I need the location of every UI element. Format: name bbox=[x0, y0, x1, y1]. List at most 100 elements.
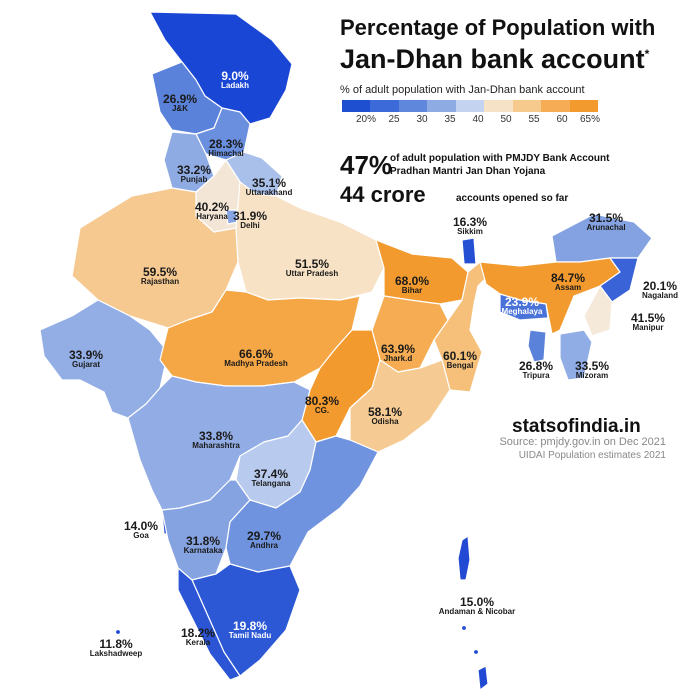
region-label: 26.9% J&K bbox=[163, 93, 197, 113]
region-meghalaya[interactable] bbox=[499, 293, 549, 321]
region-label: 33.8% Maharashtra bbox=[192, 430, 240, 450]
region-name: Meghalaya bbox=[501, 307, 543, 316]
region-label: 58.1% Odisha bbox=[368, 406, 402, 426]
region-value: 33.9% bbox=[68, 348, 104, 362]
region-name: Uttar Pradesh bbox=[285, 269, 339, 278]
region-label: 51.5% Uttar Pradesh bbox=[286, 258, 338, 278]
region-name: Bengal bbox=[446, 361, 474, 370]
region-tripura[interactable] bbox=[527, 329, 547, 363]
region-value: 19.8% bbox=[232, 619, 268, 633]
region-label: 26.8% Tripura bbox=[519, 360, 553, 380]
legend-swatch bbox=[512, 100, 542, 112]
region-label: 37.4% Telangana bbox=[252, 468, 291, 488]
region-andaman-nicobar[interactable] bbox=[457, 535, 489, 691]
legend-swatch bbox=[398, 100, 428, 112]
legend-swatch bbox=[484, 100, 513, 112]
region-value: 59.5% bbox=[142, 265, 178, 279]
region-label: 33.2% Punjab bbox=[177, 164, 211, 184]
region-name: Karnataka bbox=[183, 546, 223, 555]
region-label: 80.3% CG. bbox=[305, 395, 339, 415]
region-name: Goa bbox=[133, 531, 149, 540]
legend-tick-label: 50 bbox=[500, 114, 512, 125]
source-line1: Source: pmjdy.gov.in on Dec 2021 bbox=[499, 436, 666, 448]
source-line2: UIDAI Population estimates 2021 bbox=[518, 450, 666, 461]
region-kerala[interactable] bbox=[177, 567, 241, 681]
region-label: 63.9% Jhark.d bbox=[381, 343, 415, 363]
region-name: Assam bbox=[554, 283, 582, 292]
region-andhra[interactable] bbox=[225, 435, 379, 573]
region-name: Telangana bbox=[251, 479, 291, 488]
region-name: Kerala bbox=[185, 638, 211, 647]
region-himachal[interactable] bbox=[195, 107, 251, 161]
region-label: 15.0% Andaman & Nicobar bbox=[439, 596, 515, 616]
region-name: Andhra bbox=[250, 541, 278, 550]
legend-tick-label: 25 bbox=[388, 114, 400, 125]
region-mizoram[interactable] bbox=[559, 329, 593, 381]
legend-caption: % of adult population with Jan-Dhan bank… bbox=[340, 84, 585, 96]
region-label: 19.8% Tamil Nadu bbox=[229, 620, 272, 640]
region-name: Haryana bbox=[196, 212, 228, 221]
title-line2: Jan-Dhan bank account* bbox=[340, 44, 650, 74]
region-value: 18.2% bbox=[180, 626, 216, 640]
region-name: Andaman & Nicobar bbox=[438, 607, 516, 616]
region-label: 59.5% Rajasthan bbox=[141, 266, 179, 286]
stat-accounts-text: accounts opened so far bbox=[456, 193, 569, 204]
region-label: 41.5% Manipur bbox=[631, 312, 665, 332]
region-value: 31.8% bbox=[185, 534, 221, 548]
region-name: Odisha bbox=[371, 417, 399, 426]
stat-percentage-line1: of adult population with PMJDY Bank Acco… bbox=[390, 153, 610, 164]
region-name: Tamil Nadu bbox=[228, 631, 272, 640]
region-label: 40.2% Haryana bbox=[195, 201, 229, 221]
region-value: 31.9% bbox=[232, 209, 268, 223]
legend-color-scale bbox=[342, 100, 598, 112]
title-line1: Percentage of Population with bbox=[340, 15, 656, 40]
region-value: 33.5% bbox=[574, 359, 610, 373]
region-label: 29.7% Andhra bbox=[247, 530, 281, 550]
region-label: 28.3% Himachal bbox=[208, 138, 244, 158]
region-bihar[interactable] bbox=[375, 239, 469, 305]
region-label: 35.1% Uttarakhand bbox=[246, 177, 293, 197]
legend-swatch bbox=[342, 100, 371, 112]
region-sikkim[interactable] bbox=[461, 237, 477, 265]
legend-swatch bbox=[370, 100, 399, 112]
region-value: 26.9% bbox=[162, 92, 198, 106]
region-label: 9.0% Ladakh bbox=[221, 70, 249, 90]
region-value: 23.9% bbox=[504, 295, 540, 309]
region-value: 20.1% bbox=[642, 279, 678, 293]
stat-percentage-line2: Pradhan Mantri Jan Dhan Yojana bbox=[390, 166, 546, 177]
region-name: Arunachal bbox=[586, 223, 626, 232]
region-name: Delhi bbox=[240, 221, 260, 230]
legend-tick-label: 35 bbox=[444, 114, 456, 125]
region-name: Manipur bbox=[632, 323, 664, 332]
region-chhattisgarh[interactable] bbox=[301, 329, 381, 443]
title-asterisk: * bbox=[644, 47, 650, 61]
legend-tick-label: 30 bbox=[416, 114, 428, 125]
region-value: 63.9% bbox=[380, 342, 416, 356]
region-name: Punjab bbox=[180, 175, 208, 184]
region-odisha[interactable] bbox=[349, 359, 451, 453]
region-label: 33.5% Mizoram bbox=[575, 360, 609, 380]
region-value: 60.1% bbox=[442, 349, 478, 363]
region-name: Tripura bbox=[522, 371, 550, 380]
legend-tick-label: 55 bbox=[528, 114, 540, 125]
region-value: 9.0% bbox=[221, 69, 249, 83]
region-lakshadweep[interactable] bbox=[114, 628, 122, 636]
region-value: 68.0% bbox=[394, 274, 430, 288]
region-value: 37.4% bbox=[253, 467, 289, 481]
region-label: 23.9% Meghalaya bbox=[502, 296, 543, 316]
region-value: 84.7% bbox=[550, 271, 586, 285]
region-value: 28.3% bbox=[208, 137, 244, 151]
region-value: 26.8% bbox=[518, 359, 554, 373]
legend-tick-label: 65% bbox=[579, 114, 601, 125]
region-manipur[interactable] bbox=[583, 285, 613, 337]
region-label: 84.7% Assam bbox=[551, 272, 585, 292]
region-value: 35.1% bbox=[251, 176, 287, 190]
region-value: 29.7% bbox=[246, 529, 282, 543]
region-value: 31.5% bbox=[588, 211, 624, 225]
region-name: Himachal bbox=[208, 149, 244, 158]
region-label: 33.9% Gujarat bbox=[69, 349, 103, 369]
region-value: 16.3% bbox=[452, 215, 488, 229]
region-name: Jhark.d bbox=[383, 354, 413, 363]
region-label: 16.3% Sikkim bbox=[453, 216, 487, 236]
region-name: Rajasthan bbox=[140, 277, 180, 286]
